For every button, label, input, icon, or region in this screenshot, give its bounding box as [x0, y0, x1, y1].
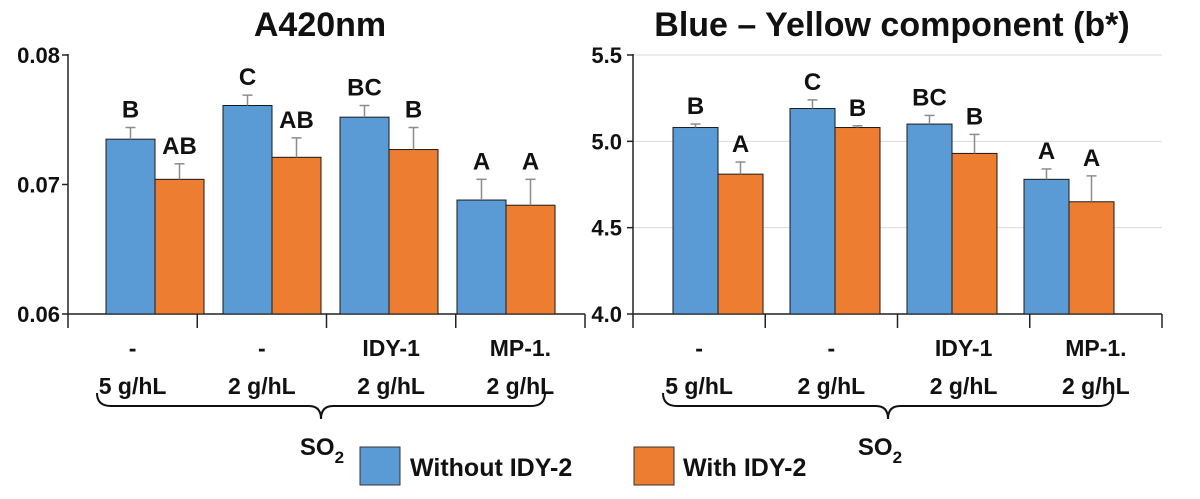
y-tick-label: 0.08: [17, 43, 60, 68]
category-label-line2: 2 g/hL: [798, 373, 866, 399]
bar-without: [906, 123, 953, 315]
category-label-line2: 2 g/hL: [487, 373, 555, 399]
y-tick-label: 4.0: [591, 302, 622, 327]
bar-without: [105, 138, 156, 315]
legend-label-without: Without IDY-2: [410, 454, 572, 482]
significance-label: B: [966, 103, 983, 130]
so2-bracket: [96, 392, 546, 420]
y-tick-label: 4.5: [591, 216, 622, 241]
chart-b-star: Blue – Yellow component (b*) 4.0 4.5 5.0 5.5…: [591, 6, 1163, 467]
bar-without: [789, 108, 836, 315]
significance-label: B: [687, 93, 704, 120]
y-tick-label: 5.5: [591, 43, 622, 68]
significance-label: A: [522, 148, 539, 175]
so2-label-subscript: 2: [335, 448, 344, 467]
y-tick-label: 5.0: [591, 129, 622, 154]
bar-with: [951, 152, 998, 315]
significance-label: C: [239, 64, 256, 91]
bar-without: [222, 105, 273, 315]
significance-label: A: [1083, 145, 1100, 172]
significance-label: A: [1038, 138, 1055, 165]
significance-label: AB: [279, 107, 314, 134]
category-label-line1: -: [828, 335, 836, 361]
category-label-line2: 5 g/hL: [99, 373, 167, 399]
category-label-line1: IDY-1: [935, 335, 993, 361]
category-label-line1: -: [258, 335, 266, 361]
so2-label-main: SO: [858, 434, 893, 461]
y-tick-label: 0.07: [17, 173, 60, 198]
legend: Without IDY-2 With IDY-2: [359, 446, 806, 486]
legend-swatch-without: [359, 446, 401, 486]
bar-with: [505, 204, 556, 315]
significance-label: A: [473, 148, 490, 175]
category-label-line1: IDY-1: [362, 335, 420, 361]
bar-with: [1068, 201, 1115, 315]
significance-label: BC: [912, 84, 947, 111]
legend-swatch-with: [633, 446, 675, 486]
so2-bracket: [662, 392, 1114, 420]
chart-title: A420nm: [254, 6, 386, 44]
significance-label: B: [405, 97, 422, 124]
bar-with: [388, 149, 439, 315]
significance-label: A: [732, 131, 749, 158]
so2-label-main: SO: [300, 434, 335, 461]
category-label-line2: 5 g/hL: [665, 373, 733, 399]
so2-label-subscript: 2: [893, 448, 902, 467]
significance-label: BC: [347, 75, 382, 102]
bar-without: [1023, 178, 1070, 315]
so2-group-label: SO2: [300, 434, 344, 467]
bar-with: [154, 178, 205, 315]
so2-group-label: SO2: [858, 434, 902, 467]
bar-without: [456, 199, 507, 315]
chart-title: Blue – Yellow component (b*): [654, 6, 1129, 44]
bar-without: [339, 116, 390, 315]
category-label-line2: 2 g/hL: [357, 373, 425, 399]
bar-with: [834, 127, 881, 315]
bar-without: [672, 127, 719, 315]
category-label-line2: 2 g/hL: [1062, 373, 1130, 399]
significance-label: B: [122, 97, 139, 124]
bar-with: [271, 156, 322, 315]
legend-label-with: With IDY-2: [683, 454, 806, 482]
significance-label: C: [804, 69, 821, 96]
category-label-line2: 2 g/hL: [228, 373, 296, 399]
category-label-line1: MP-1.: [1065, 335, 1126, 361]
category-label-line2: 2 g/hL: [930, 373, 998, 399]
significance-label: B: [849, 95, 866, 122]
category-label-line1: MP-1.: [490, 335, 551, 361]
bar-with: [717, 173, 764, 315]
significance-label: AB: [162, 133, 197, 160]
y-tick-label: 0.06: [17, 302, 60, 327]
category-label-line1: -: [695, 335, 703, 361]
category-label-line1: -: [129, 335, 137, 361]
